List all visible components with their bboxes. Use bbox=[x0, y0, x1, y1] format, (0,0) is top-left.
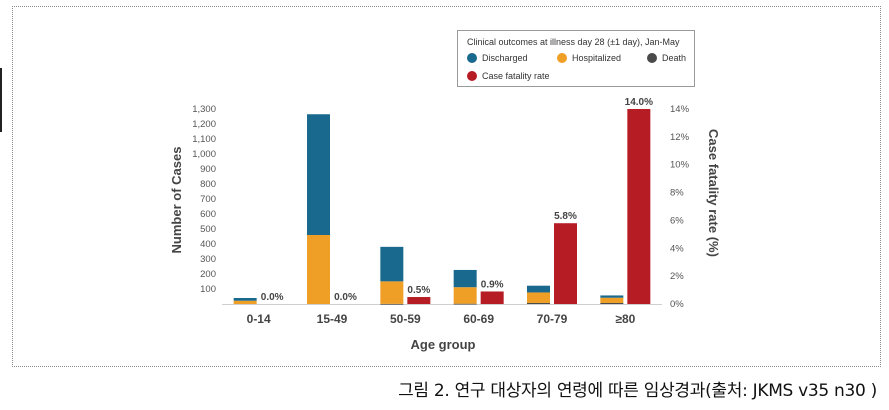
y2-tick-label: 10% bbox=[670, 160, 690, 171]
y-tick-label: 900 bbox=[200, 164, 216, 175]
legend-label-case-fatality-rate: Case fatality rate bbox=[482, 71, 550, 81]
legend-swatch-death bbox=[647, 53, 657, 63]
bar-discharged bbox=[307, 114, 330, 235]
y-axis-title: Number of Cases bbox=[169, 147, 184, 254]
y2-tick-label: 2% bbox=[670, 271, 684, 282]
bar-discharged bbox=[600, 295, 624, 298]
y2-tick-label: 0% bbox=[670, 299, 684, 310]
legend-item-death: Death bbox=[647, 53, 686, 63]
bar-discharged bbox=[453, 269, 477, 288]
y2-axis-title: Case fatality rate (%) bbox=[706, 129, 721, 257]
edge-marker bbox=[0, 68, 2, 132]
bar-hospitalized bbox=[527, 292, 550, 303]
bar-hospitalized bbox=[453, 287, 477, 304]
figure-caption: 그림 2. 연구 대상자의 연령에 따른 임상경과(출처: JKMS v35 n… bbox=[398, 381, 877, 401]
x-tick-label: 60-69 bbox=[463, 312, 494, 326]
y-tick-label: 1,200 bbox=[192, 119, 216, 130]
y-tick-label: 1,300 bbox=[192, 104, 216, 115]
bar-discharged bbox=[527, 285, 550, 293]
y-tick-label: 500 bbox=[200, 224, 216, 235]
bar-discharged bbox=[380, 246, 404, 282]
y-tick-label: 100 bbox=[200, 284, 216, 295]
y2-tick-label: 8% bbox=[670, 188, 684, 199]
legend-label-discharged: Discharged bbox=[482, 53, 528, 63]
legend-item-hospitalized: Hospitalized bbox=[557, 53, 621, 63]
bar-case-fatality-rate bbox=[407, 297, 431, 304]
data-label: 0.0% bbox=[334, 292, 357, 303]
data-label: 0.9% bbox=[481, 279, 504, 290]
bar-death bbox=[527, 302, 550, 304]
data-label: 0.5% bbox=[407, 285, 430, 296]
x-axis-title: Age group bbox=[411, 337, 476, 352]
y-tick-label: 1,000 bbox=[192, 149, 216, 160]
legend-title: Clinical outcomes at illness day 28 (±1 … bbox=[467, 37, 680, 47]
bar-hospitalized bbox=[307, 235, 330, 304]
bar-hospitalized bbox=[380, 281, 404, 304]
x-tick-label: ≥80 bbox=[615, 312, 635, 326]
bar-case-fatality-rate bbox=[480, 291, 504, 304]
data-label: 14.0% bbox=[625, 97, 653, 108]
bar-hospitalized bbox=[233, 300, 257, 304]
bar-death bbox=[600, 302, 624, 304]
x-tick-label: 70-79 bbox=[537, 312, 568, 326]
y-tick-label: 300 bbox=[200, 254, 216, 265]
chart-legend: Clinical outcomes at illness day 28 (±1 … bbox=[457, 30, 695, 87]
bar-death bbox=[453, 303, 477, 305]
y2-tick-label: 6% bbox=[670, 215, 684, 226]
y2-tick-label: 4% bbox=[670, 243, 684, 254]
y-tick-label: 800 bbox=[200, 179, 216, 190]
bar-discharged bbox=[233, 298, 257, 301]
data-label: 0.0% bbox=[261, 292, 284, 303]
legend-item-discharged: Discharged bbox=[467, 53, 528, 63]
legend-swatch-hospitalized bbox=[557, 53, 567, 63]
x-tick-label: 50-59 bbox=[390, 312, 421, 326]
bar-case-fatality-rate bbox=[627, 109, 651, 304]
y2-tick-label: 14% bbox=[670, 104, 690, 115]
y2-tick-label: 12% bbox=[670, 132, 690, 143]
legend-label-hospitalized: Hospitalized bbox=[572, 53, 622, 63]
bar-death bbox=[380, 303, 404, 305]
legend-swatch-discharged bbox=[467, 53, 477, 63]
bar-chart: 100 200 300 400 500 600 700 800 900 1,000 1,100 1,2… bbox=[169, 97, 721, 352]
legend-swatch-case-fatality-rate bbox=[467, 71, 477, 81]
y-tick-label: 1,100 bbox=[192, 134, 216, 145]
legend-label-death: Death bbox=[662, 53, 687, 63]
bar-case-fatality-rate bbox=[554, 223, 577, 304]
y-tick-label: 700 bbox=[200, 194, 216, 205]
x-tick-label: 0-14 bbox=[247, 312, 271, 326]
y-tick-label: 600 bbox=[200, 209, 216, 220]
y-tick-label: 200 bbox=[200, 269, 216, 280]
data-label: 5.8% bbox=[554, 211, 577, 222]
x-tick-label: 15-49 bbox=[317, 312, 348, 326]
y-tick-label: 400 bbox=[200, 239, 216, 250]
legend-item-case-fatality-rate: Case fatality rate bbox=[467, 71, 550, 81]
bar-hospitalized bbox=[600, 297, 624, 303]
chart-frame bbox=[12, 6, 881, 367]
